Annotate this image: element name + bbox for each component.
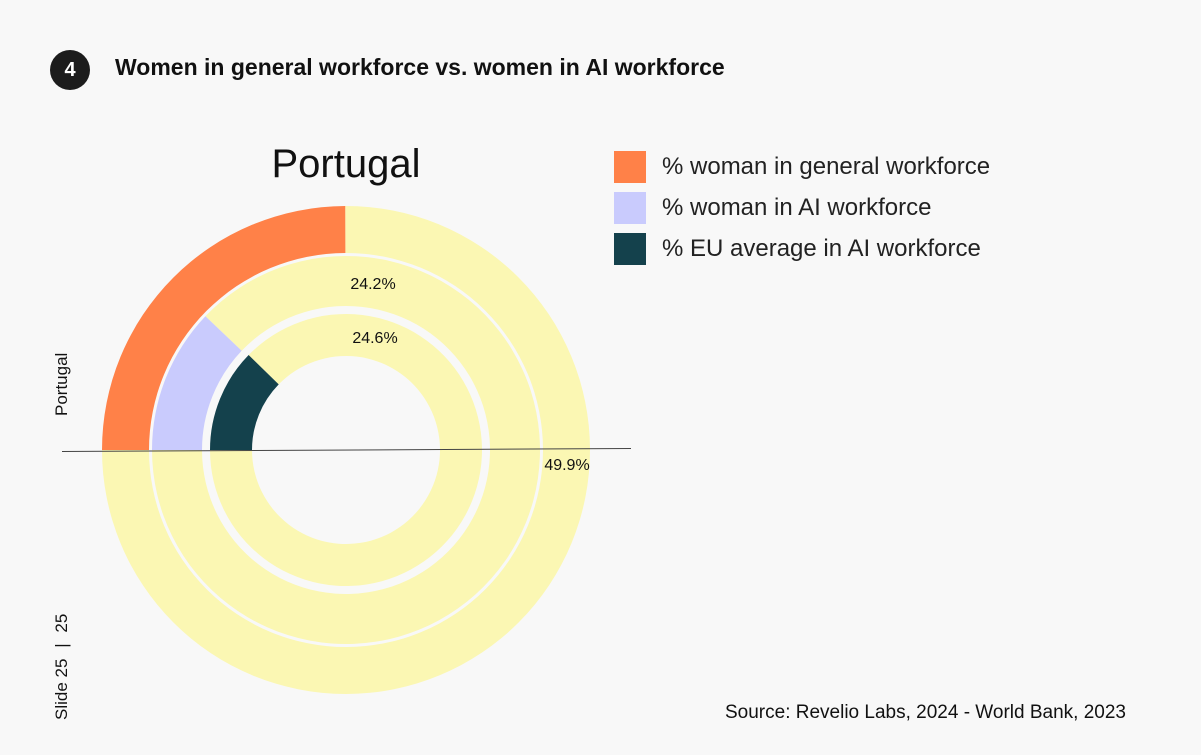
legend-swatch-eu-average: [614, 232, 646, 265]
section-number-badge: 4: [50, 50, 90, 90]
data-label-woman-in-general-workforce: 49.9%: [544, 457, 589, 474]
donut-rings: [102, 206, 590, 694]
data-labels: 49.9% 24.2% 24.6%: [350, 276, 589, 474]
donut-segment-eu-average-in-ai-workforce: [210, 355, 279, 450]
page-title: Women in general workforce vs. women in …: [115, 54, 725, 80]
legend-item-eu-average: % EU average in AI workforce: [614, 232, 990, 265]
donut-segment-woman-in-general-workforce: [102, 206, 346, 450]
legend-item-ai-workforce: % woman in AI workforce: [614, 191, 990, 224]
donut-remainder-eu-average-in-ai-workforce: [210, 314, 483, 586]
data-label-eu-average-in-ai-workforce: 24.6%: [352, 330, 397, 347]
legend: % woman in general workforce % woman in …: [614, 150, 990, 273]
chart-title: Portugal: [272, 142, 421, 186]
legend-item-general-workforce: % woman in general workforce: [614, 150, 990, 183]
legend-swatch-general-workforce: [614, 150, 646, 183]
donut-segment-woman-in-ai-workforce: [152, 316, 242, 450]
legend-label-ai-workforce: % woman in AI workforce: [662, 193, 932, 221]
legend-label-general-workforce: % woman in general workforce: [662, 152, 991, 180]
baseline-rule: [61, 448, 632, 452]
legend-swatch-ai-workforce: [614, 191, 646, 224]
data-label-woman-in-ai-workforce: 24.2%: [350, 276, 395, 293]
legend-label-eu-average: % EU average in AI workforce: [662, 234, 981, 262]
source-note: Source: Revelio Labs, 2024 - World Bank,…: [725, 702, 1126, 723]
